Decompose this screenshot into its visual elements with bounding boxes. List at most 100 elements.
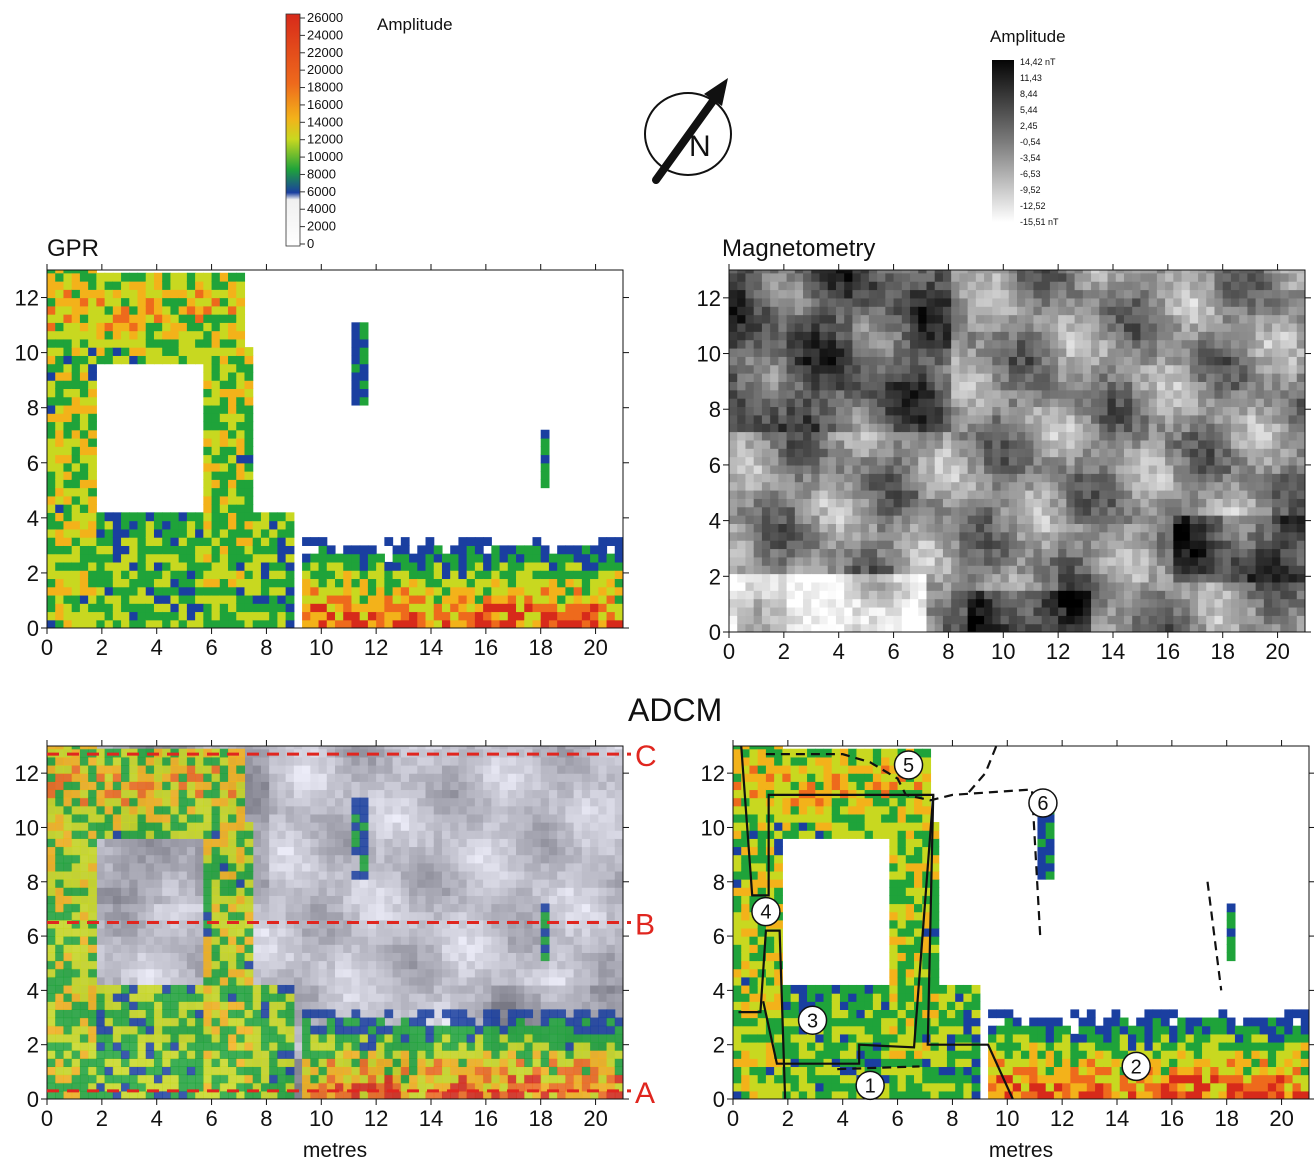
mag-cell <box>836 482 845 491</box>
mag-cell <box>770 356 779 365</box>
gpr-cell <box>236 364 245 373</box>
gpr-cell <box>63 298 72 307</box>
mag-cell <box>894 557 903 566</box>
gpr-cell <box>335 578 344 587</box>
gpr-cell <box>508 562 517 571</box>
mag-cell <box>836 340 845 349</box>
mag-cell <box>951 323 960 332</box>
mag-cell <box>1116 289 1125 298</box>
mag-cell <box>1256 624 1265 633</box>
mag-cell <box>984 365 993 374</box>
mag-cell <box>926 624 935 633</box>
gpr-cell <box>351 620 360 629</box>
gpr-cell <box>129 587 138 596</box>
mag-cell <box>1075 331 1084 340</box>
mag-cell <box>992 423 1001 432</box>
gpr-cell <box>343 578 352 587</box>
mag-cell <box>1083 440 1092 449</box>
gpr-legend-tick-label: 24000 <box>307 27 343 42</box>
gpr-cell <box>565 603 574 612</box>
mag-cell <box>1157 415 1166 424</box>
mag-cell <box>1033 356 1042 365</box>
mag-cell <box>935 273 944 282</box>
mag-cell <box>1058 607 1067 616</box>
gpr-cell <box>88 281 97 290</box>
gpr-cell <box>220 463 229 472</box>
gpr-cell <box>47 339 56 348</box>
gpr-cell <box>88 430 97 439</box>
mag-cell <box>1033 582 1042 591</box>
mag-cell <box>943 515 952 524</box>
mag-cell <box>1280 507 1289 516</box>
mag-cell <box>1198 465 1207 474</box>
mag-cell <box>1165 356 1174 365</box>
mag-cell <box>1165 540 1174 549</box>
mag-cell <box>1116 381 1125 390</box>
gpr-cell <box>47 496 56 505</box>
mag-cell <box>968 473 977 482</box>
mag-cell <box>935 574 944 583</box>
mag-cell <box>795 423 804 432</box>
mag-cell <box>795 340 804 349</box>
mag-cell <box>745 624 754 633</box>
mag-cell <box>1198 315 1207 324</box>
gpr-cell <box>401 562 410 571</box>
gpr-cell <box>179 339 188 348</box>
mag-cell <box>1124 323 1133 332</box>
gpr-cell <box>179 603 188 612</box>
gpr-cell <box>310 570 319 579</box>
mag-cell <box>754 557 763 566</box>
mag-cell <box>968 540 977 549</box>
mag-cell <box>795 432 804 441</box>
gpr-cell <box>113 512 122 521</box>
gpr-cell <box>47 562 56 571</box>
mag-cell <box>918 574 927 583</box>
mag-cell <box>1149 582 1158 591</box>
mag-cell <box>737 498 746 507</box>
mag-cell <box>1050 565 1059 574</box>
gpr-cell <box>565 620 574 629</box>
mag-cell <box>787 340 796 349</box>
mag-cell <box>811 615 820 624</box>
mag-cell <box>943 607 952 616</box>
mag-cell <box>762 432 771 441</box>
gpr-cell <box>63 405 72 414</box>
mag-cell <box>1050 498 1059 507</box>
mag-cell <box>1305 432 1314 441</box>
mag-cell <box>1289 615 1298 624</box>
mag-cell <box>1280 390 1289 399</box>
gpr-cell <box>47 488 56 497</box>
gpr-cell <box>541 438 550 447</box>
mag-cell <box>968 406 977 415</box>
mag-cell <box>1116 406 1125 415</box>
mag-cell <box>959 440 968 449</box>
mag-cell <box>1140 482 1149 491</box>
gpr-cell <box>170 537 179 546</box>
mag-cell <box>1001 582 1010 591</box>
mag-legend-tick-label: 8,44 <box>1020 89 1038 99</box>
mag-cell <box>1231 340 1240 349</box>
mag-cell <box>852 273 861 282</box>
gpr-cell <box>450 570 459 579</box>
mag-cell <box>1025 356 1034 365</box>
mag-cell <box>787 548 796 557</box>
mag-cell <box>737 615 746 624</box>
mag-cell <box>811 289 820 298</box>
gpr-cell <box>113 347 122 356</box>
mag-cell <box>795 523 804 532</box>
mag-cell <box>869 373 878 382</box>
mag-cell <box>1182 315 1191 324</box>
gpr-cell <box>475 537 484 546</box>
gpr-cell <box>541 463 550 472</box>
gpr-cell <box>138 347 147 356</box>
gpr-cell <box>187 529 196 538</box>
mag-cell <box>1190 624 1199 633</box>
mag-cell <box>828 490 837 499</box>
mag-cell <box>844 548 853 557</box>
gpr-cell <box>220 355 229 364</box>
mag-cell <box>1108 515 1117 524</box>
gpr-cell <box>47 289 56 298</box>
mag-cell <box>951 515 960 524</box>
mag-cell <box>1124 548 1133 557</box>
gpr-cell <box>47 545 56 554</box>
